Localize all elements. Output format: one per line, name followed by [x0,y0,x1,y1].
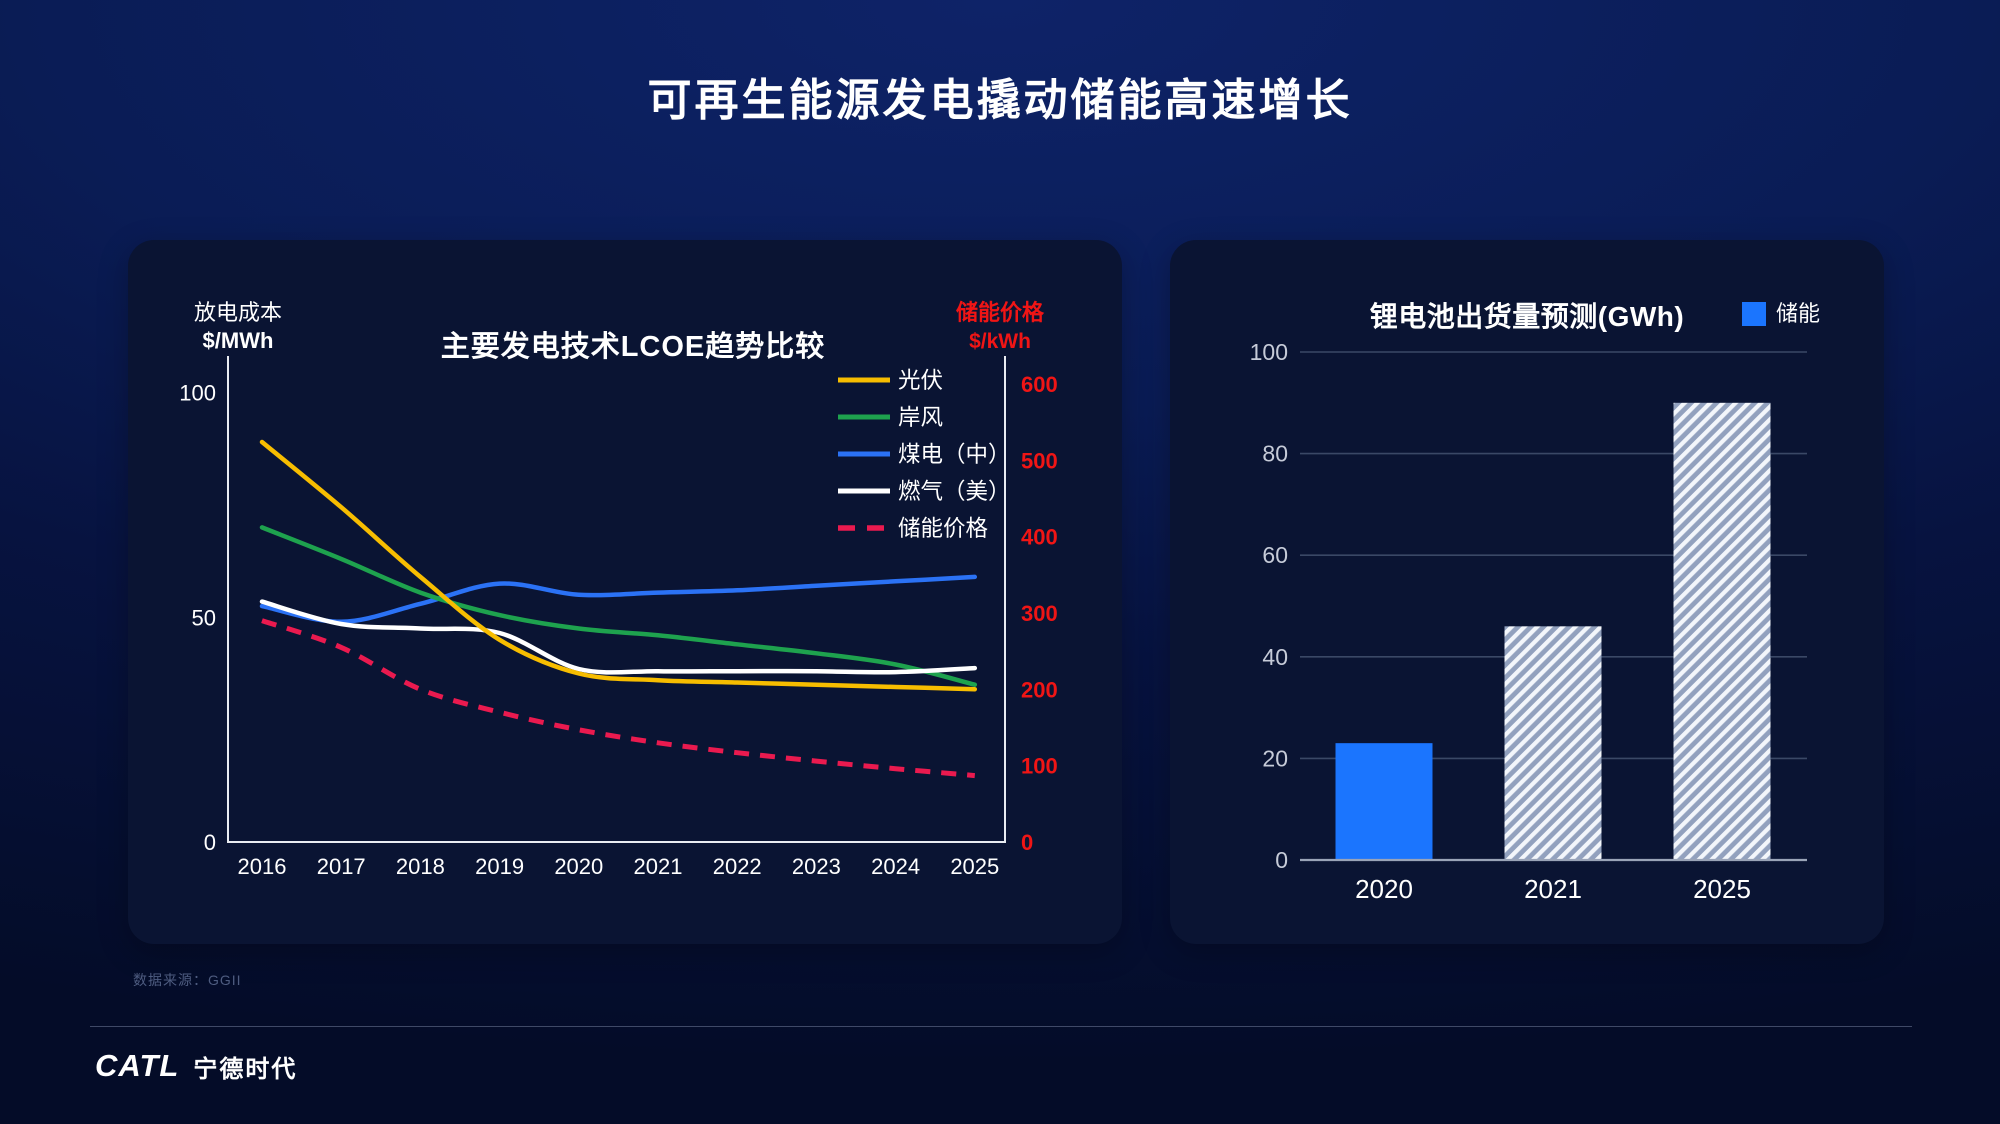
left-axis-title: 放电成本 [194,300,282,325]
legend-item: 光伏 [838,368,943,393]
x-axis-tick: 2017 [317,854,366,879]
battery-chart-title: 锂电池出货量预测(GWh) [1370,300,1684,332]
right-axis-tick: 200 [1021,677,1058,702]
legend-item: 储能价格 [838,516,988,541]
catl-logo-wordmark: CATL [95,1048,180,1083]
x-axis-tick: 2023 [792,854,841,879]
x-axis-tick: 2019 [475,854,524,879]
bar-2021 [1504,626,1602,860]
left-axis-unit: $/MWh [203,328,274,353]
y-axis-tick: 60 [1262,542,1288,568]
x-axis-tick: 2022 [713,854,762,879]
lcoe-panel: 主要发电技术LCOE趋势比较 放电成本 $/MWh 储能价格 $/kWh 0 50 100 0 1… [128,240,1122,944]
y-axis-tick: 20 [1262,745,1288,771]
catl-logo: CATL 宁德时代 [95,1048,297,1084]
x-axis-tick: 2024 [871,854,920,879]
x-axis-tick: 2021 [634,854,683,879]
legend-label: 岸风 [898,405,943,430]
right-axis-tick: 300 [1021,601,1058,626]
right-axis-tick: 100 [1021,754,1058,779]
x-axis-tick: 2018 [396,854,445,879]
legend-label: 储能价格 [898,516,988,541]
right-axis-tick: 500 [1021,448,1058,473]
legend-label: 光伏 [898,368,943,393]
series-line-2 [259,574,978,625]
right-axis-title: 储能价格 [956,300,1045,325]
battery-legend: 储能 [1742,301,1820,326]
battery-bar-chart: 锂电池出货量预测(GWh) 储能 0 20 40 60 80 100 2020 2021 2025 [1250,300,1820,904]
legend-item: 燃气（美） [838,479,1011,504]
y-axis-tick: 0 [1275,847,1288,873]
x-axis-tick: 2016 [238,854,287,879]
legend-label-storage: 储能 [1776,301,1820,326]
legend-item: 煤电（中） [838,442,1011,467]
x-axis-tick: 2020 [554,854,603,879]
left-axis-tick: 100 [179,381,216,406]
series-line-3 [259,599,978,675]
left-axis-tick: 50 [192,605,216,630]
legend-item: 岸风 [838,405,943,430]
series-line-1 [259,525,978,687]
bar-2020 [1335,743,1433,860]
x-axis-tick: 2020 [1355,874,1413,904]
battery-panel: 锂电池出货量预测(GWh) 储能 0 20 40 60 80 100 2020 2021 2025 [1170,240,1884,944]
right-axis-tick: 600 [1021,372,1058,397]
x-axis-tick: 2025 [1693,874,1751,904]
right-axis-unit: $/kWh [969,330,1031,353]
axes-lines [227,356,1006,843]
x-axis-tick: 2021 [1524,874,1582,904]
footer-divider [90,1026,1912,1027]
lcoe-chart-title: 主要发电技术LCOE趋势比较 [441,329,826,363]
x-axis-tick: 2025 [950,854,999,879]
catl-logo-chinese: 宁德时代 [193,1055,298,1083]
data-source-note: 数据来源：GGII [133,972,242,988]
legend-label: 燃气（美） [898,479,1011,504]
slide-title: 可再生能源发电撬动储能高速增长 [647,76,1353,125]
y-axis-tick: 40 [1262,644,1288,670]
legend-label: 煤电（中） [898,442,1011,467]
legend-swatch-storage [1742,302,1766,326]
lcoe-line-chart: 主要发电技术LCOE趋势比较 放电成本 $/MWh 储能价格 $/kWh 0 50 100 0 1… [179,300,1058,879]
y-axis-tick: 100 [1250,339,1288,365]
right-axis-tick: 400 [1021,525,1058,550]
series-line-0 [259,439,978,692]
y-axis-tick: 80 [1262,441,1288,467]
series-line-4 [261,618,976,779]
right-axis-tick: 0 [1021,830,1033,855]
left-axis-tick: 0 [204,830,216,855]
bar-2025 [1673,402,1771,860]
